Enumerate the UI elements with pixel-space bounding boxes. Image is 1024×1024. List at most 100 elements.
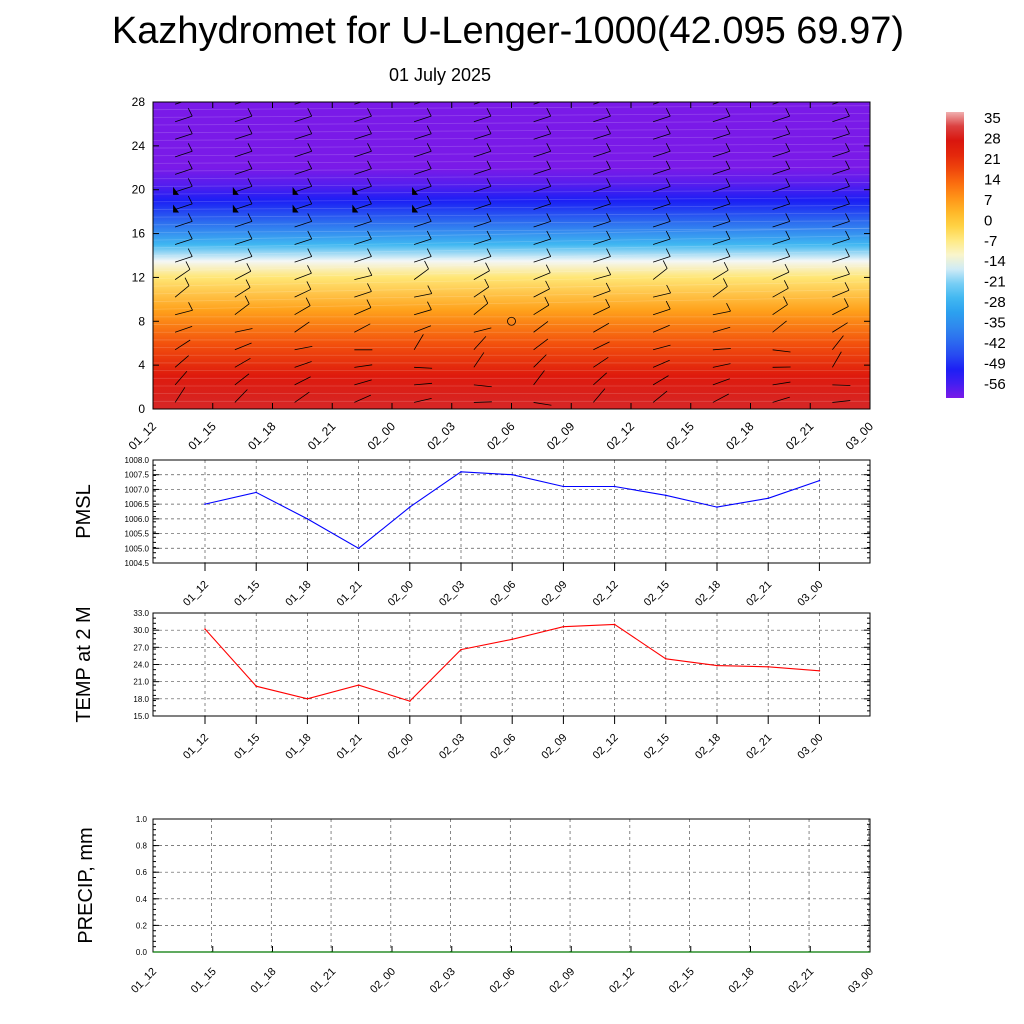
wind-barb [413, 325, 432, 333]
wind-barb [533, 354, 547, 368]
y-tick-label: 0.0 [136, 948, 148, 957]
wind-barb [533, 304, 550, 316]
wind-barb-feather [605, 298, 611, 308]
wind-barb-feather [426, 107, 432, 117]
wind-barb [772, 102, 781, 105]
wind-barb [892, 151, 909, 157]
wind-barb-feather [486, 178, 492, 187]
wind-barb [174, 168, 193, 175]
colorbar-label: -35 [984, 315, 1006, 332]
wind-barb [652, 238, 671, 245]
wind-barb [473, 327, 492, 333]
wind-barb-feather [187, 248, 193, 257]
wind-barb [174, 387, 186, 403]
wind-barb-feather [187, 125, 193, 134]
wind-barb [234, 303, 250, 316]
series-point [716, 664, 718, 667]
wind-barb [294, 376, 311, 386]
y-axis-label: PMSL [73, 484, 95, 538]
wind-barb-feather [606, 195, 611, 205]
wind-barb [414, 293, 432, 298]
wind-barb-feather [308, 91, 312, 99]
x-tick-label: 02_06 [488, 966, 518, 996]
wind-barb [712, 363, 731, 368]
wind-barb [892, 257, 909, 263]
wind-barbs [173, 91, 909, 406]
wind-barb [593, 356, 609, 368]
wind-barb [414, 366, 433, 369]
heatmap-x-tick-label: 02_03 [424, 419, 458, 453]
wind-barb [174, 371, 188, 386]
isotherm-line [153, 166, 870, 172]
x-tick-label: 02_12 [591, 732, 621, 762]
x-tick-label: 01_15 [189, 966, 219, 996]
wind-barb-feather [486, 160, 492, 169]
wind-barb-feather [484, 278, 490, 288]
wind-barb [174, 285, 190, 298]
wind-barb-feather [486, 107, 492, 117]
chart-title: Kazhydromet for U-Lenger-1000(42.095 69.… [111, 10, 905, 52]
x-tick-label: 02_06 [488, 732, 518, 762]
heatmap-y-tick-label: 16 [132, 227, 146, 241]
wind-barb [175, 309, 193, 316]
wind-barb-feather [783, 296, 788, 305]
wind-barb-feather [366, 299, 372, 308]
heatmap-x-tick-label: 02_21 [783, 419, 817, 453]
wind-barb [174, 221, 193, 228]
wind-barb [294, 361, 312, 368]
wind-barb [294, 321, 310, 333]
wind-barb [174, 102, 184, 105]
wind-barb-feather [845, 178, 850, 187]
wind-barb [712, 115, 731, 123]
series-point [409, 700, 411, 702]
wind-barb-pennant [352, 204, 359, 213]
wind-barb-feather [307, 248, 313, 257]
wind-barb-feather [247, 213, 253, 222]
wind-barb-feather [666, 284, 671, 294]
wind-barb [294, 391, 310, 403]
wind-barb [772, 304, 788, 316]
wind-barb-feather [247, 125, 253, 134]
wind-barb-feather [905, 231, 909, 239]
isotherm-line [153, 228, 870, 233]
wind-barb [234, 221, 253, 228]
wind-barb [772, 150, 790, 158]
wind-barb [473, 150, 492, 158]
x-tick-label: 03_00 [795, 579, 825, 609]
wind-barb [652, 203, 671, 210]
wind-barb-feather [307, 125, 313, 134]
isotherm-line [153, 212, 870, 218]
wind-barb-feather [367, 248, 372, 257]
heatmap-y-tick-label: 8 [138, 314, 145, 328]
wind-barb [234, 168, 253, 175]
wind-barb [354, 394, 371, 403]
wind-barb-feather [367, 213, 372, 222]
wind-barb-feather [725, 160, 731, 169]
wind-barb [234, 389, 248, 403]
wind-barb [593, 372, 608, 386]
heatmap-y-tick-label: 12 [132, 270, 146, 284]
wind-barb [652, 150, 671, 158]
wind-barb-feather [606, 213, 611, 222]
wind-barb-feather [845, 91, 849, 99]
wind-barb-feather [244, 295, 250, 305]
series-point [357, 547, 360, 550]
x-tick-label: 01_12 [181, 732, 211, 762]
x-tick-label: 02_00 [368, 966, 398, 996]
wind-barb [354, 256, 372, 263]
x-tick-label: 02_09 [539, 732, 569, 762]
wind-barb-feather [427, 91, 431, 99]
isotherm-line [153, 135, 870, 141]
heatmap-x-tick-label: 02_15 [663, 419, 697, 453]
wind-barb [832, 256, 850, 263]
wind-barb [712, 102, 721, 105]
wind-barb-feather [248, 91, 252, 99]
y-tick-label: 27.0 [133, 643, 149, 652]
x-tick-label: 03_00 [795, 732, 825, 762]
isotherm-line [153, 174, 870, 180]
wind-barb-feather [247, 107, 253, 117]
wind-barb [473, 238, 492, 245]
y-tick-label: 1007.5 [125, 471, 150, 480]
wind-barb-feather [726, 303, 731, 312]
